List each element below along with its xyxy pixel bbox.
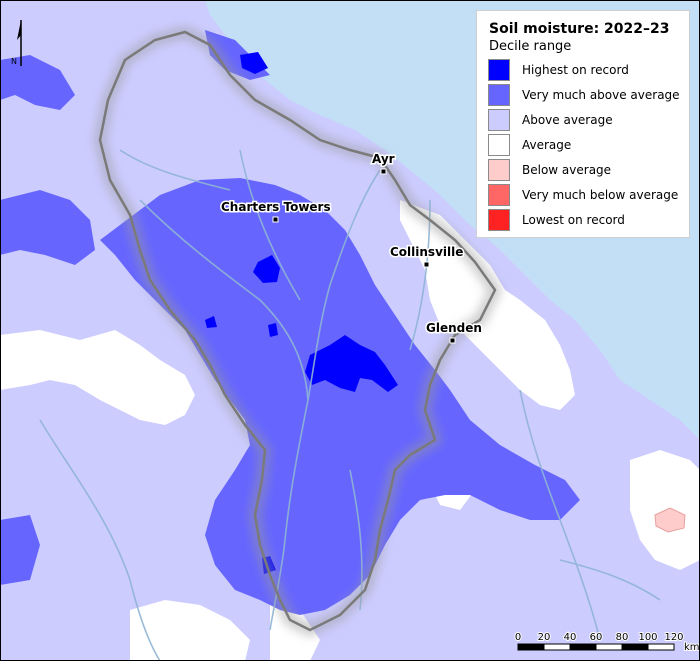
legend-item-average: Average bbox=[488, 134, 688, 158]
legend-label: Average bbox=[522, 138, 572, 152]
highest-on-record-north bbox=[253, 255, 280, 283]
highest-on-record-small-2 bbox=[268, 323, 278, 337]
legend-label: Lowest on record bbox=[522, 213, 625, 227]
scale-tick-label: 100 bbox=[638, 632, 657, 643]
legend-label: Below average bbox=[522, 163, 612, 177]
legend-item-above-average: Above average bbox=[488, 109, 688, 133]
legend-swatch bbox=[488, 184, 510, 206]
scale-tick-label: 40 bbox=[564, 632, 577, 643]
legend-swatch bbox=[488, 84, 510, 106]
north-arrow: N bbox=[11, 20, 22, 66]
legend-item-highest-on-record: Highest on record bbox=[488, 59, 688, 83]
catchment-boundary bbox=[98, 30, 497, 632]
legend-label: Above average bbox=[522, 113, 613, 127]
town-marker-charters-towers bbox=[272, 216, 279, 223]
scale-bar-seg-3 bbox=[569, 643, 597, 651]
town-charters-towers: Charters Towers bbox=[220, 199, 332, 223]
scale-tick-label: 0 bbox=[515, 632, 521, 643]
average-area-sw bbox=[130, 600, 250, 661]
town-label-charters-towers: Charters Towers bbox=[221, 200, 331, 214]
town-marker-collinsville bbox=[423, 261, 430, 268]
legend-swatch bbox=[488, 134, 510, 156]
legend-item-lowest-on-record: Lowest on record bbox=[488, 209, 688, 233]
highest-on-record-central bbox=[305, 335, 398, 392]
scale-bar-seg-6 bbox=[647, 643, 675, 651]
scale-bar-seg-4 bbox=[595, 643, 623, 651]
average-area-west bbox=[0, 330, 195, 425]
scale-tick-label: 60 bbox=[590, 632, 603, 643]
legend-item-below-average: Below average bbox=[488, 159, 688, 183]
highest-on-record-coast bbox=[240, 52, 268, 74]
legend-title: Soil moisture: 2022–23 bbox=[489, 21, 670, 37]
scale-bar: 0 20 40 60 80 100 120 km bbox=[514, 631, 700, 654]
legend-label: Highest on record bbox=[522, 63, 629, 77]
scale-bar-seg-2 bbox=[543, 643, 571, 651]
legend-swatch bbox=[488, 109, 510, 131]
scale-bar-seg-5 bbox=[621, 643, 649, 651]
very-much-above-average-region bbox=[100, 178, 580, 615]
rivers bbox=[39, 149, 661, 661]
legend-swatch bbox=[488, 159, 510, 181]
town-marker-glenden bbox=[449, 337, 456, 344]
town-label-collinsville: Collinsville bbox=[390, 245, 463, 259]
town-marker-ayr bbox=[380, 168, 387, 175]
town-collinsville: Collinsville bbox=[389, 244, 465, 268]
town-label-ayr: Ayr bbox=[372, 152, 395, 166]
legend: Soil moisture: 2022–23 Decile range High… bbox=[476, 10, 690, 238]
scale-bar-seg-1 bbox=[517, 643, 545, 651]
legend-item-very-much-below-average: Very much below average bbox=[488, 184, 688, 208]
legend-swatch bbox=[488, 59, 510, 81]
legend-item-very-much-above-average: Very much above average bbox=[488, 84, 688, 108]
very-much-above-average-nw bbox=[0, 55, 75, 110]
highest-on-record-small-1 bbox=[205, 316, 217, 328]
legend-label: Very much above average bbox=[522, 88, 680, 102]
legend-label: Very much below average bbox=[522, 188, 679, 202]
town-label-glenden: Glenden bbox=[426, 321, 482, 335]
north-arrow-label: N bbox=[11, 57, 17, 66]
legend-subtitle: Decile range bbox=[489, 39, 572, 54]
north-arrow-icon bbox=[17, 20, 21, 40]
scale-tick-label: 120 bbox=[664, 632, 683, 643]
town-ayr: Ayr bbox=[371, 151, 396, 175]
town-glenden: Glenden bbox=[425, 320, 483, 344]
scale-tick-label: 80 bbox=[616, 632, 629, 643]
scale-unit-label: km bbox=[684, 642, 700, 653]
below-average-patch bbox=[654, 507, 686, 533]
very-much-above-average-west bbox=[0, 190, 95, 265]
very-much-above-average-sw bbox=[0, 515, 40, 585]
legend-swatch bbox=[488, 209, 510, 231]
scale-tick-label: 20 bbox=[538, 632, 551, 643]
